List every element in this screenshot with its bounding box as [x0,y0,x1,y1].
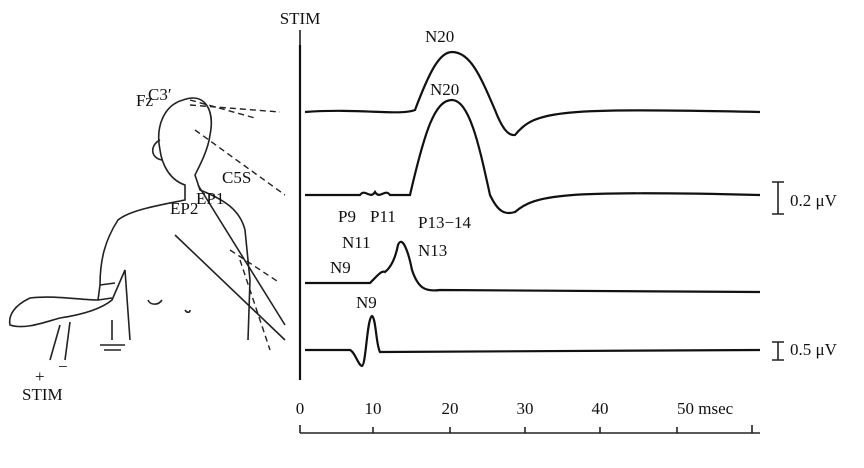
peak-label: N20 [430,80,459,99]
trace-4 [305,314,761,368]
calibration-label: 0.5 μV [790,340,838,359]
stim-label: STIM [280,9,321,28]
electrode-label: C5S [222,168,251,187]
time-axis [299,425,760,434]
peak-label: N13 [418,241,447,260]
peak-label: N9 [356,293,377,312]
polarity-label: + [35,367,45,386]
time-tick-label: 50 msec [677,399,734,418]
electrode-label: Fz [136,91,153,110]
time-tick-label: 40 [592,399,609,418]
trace-1 [304,50,761,137]
peak-label: N9 [330,258,351,277]
calibration-bars [772,181,784,361]
polarity-label: − [58,357,68,376]
peak-label: N20 [425,27,454,46]
peak-label: P11 [370,207,396,226]
time-tick-label: 0 [296,399,305,418]
peak-label: N11 [342,233,371,252]
waveforms [298,30,761,380]
trace-2 [305,98,761,215]
body-drawing [8,97,286,361]
time-tick-label: 30 [517,399,534,418]
electrode-label: EP2 [170,199,198,218]
peak-label: P13−14 [418,213,472,232]
trace-3 [305,240,761,294]
electrode-label: C3′ [148,85,172,104]
stim-label: STIM [22,385,63,404]
electrode-label: EP1 [196,189,224,208]
peak-label: P9 [338,207,356,226]
time-tick-label: 20 [442,399,459,418]
time-tick-label: 10 [365,399,382,418]
calibration-label: 0.2 μV [790,191,838,210]
